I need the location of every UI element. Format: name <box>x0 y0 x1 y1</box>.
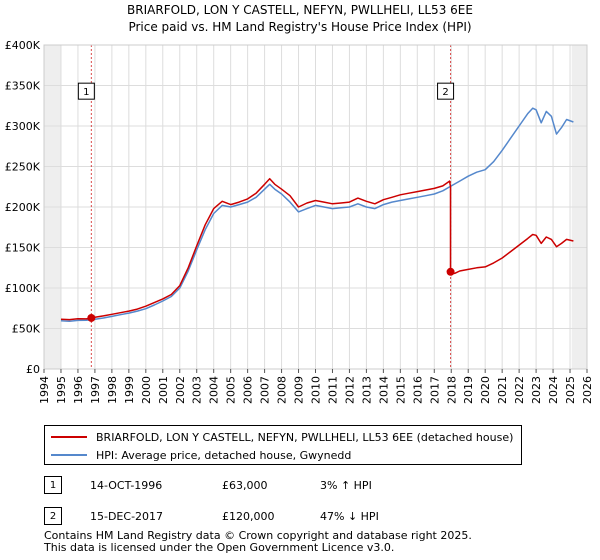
price-chart: BRIARFOLD, LON Y CASTELL, NEFYN, PWLLHEL… <box>5 3 594 404</box>
x-tick-label: 2000 <box>140 376 153 404</box>
x-tick-label: 2001 <box>157 376 170 404</box>
chart-subtitle: Price paid vs. HM Land Registry's House … <box>128 20 471 34</box>
x-tick-label: 2014 <box>377 376 390 404</box>
y-tick-label: £100K <box>5 282 41 295</box>
sale-hpi-change: 3% ↑ HPI <box>320 479 372 492</box>
sale-marker-number: 2 <box>442 87 448 98</box>
sale-date: 15-DEC-2017 <box>90 510 164 523</box>
legend-item-hpi: HPI: Average price, detached house, Gwyn… <box>51 447 351 463</box>
x-tick-label: 2013 <box>360 376 373 404</box>
x-tick-label: 2015 <box>394 376 407 404</box>
y-tick-label: £300K <box>5 120 41 133</box>
footer: Contains HM Land Registry data © Crown c… <box>44 530 472 554</box>
x-tick-label: 2002 <box>174 376 187 404</box>
y-tick-label: £50K <box>12 323 41 336</box>
sale-marker-label: 1 <box>77 82 95 100</box>
sale-row: 1 14-OCT-1996 £63,000 3% ↑ HPI <box>44 476 404 496</box>
y-tick-label: £150K <box>5 242 41 255</box>
sale-row: 2 15-DEC-2017 £120,000 47% ↓ HPI <box>44 507 404 527</box>
x-tick-label: 2017 <box>428 376 441 404</box>
y-tick-label: £400K <box>5 39 41 52</box>
series-line-hpi <box>60 107 574 322</box>
legend-item-property: BRIARFOLD, LON Y CASTELL, NEFYN, PWLLHEL… <box>51 429 513 445</box>
legend-label-property: BRIARFOLD, LON Y CASTELL, NEFYN, PWLLHEL… <box>96 430 514 444</box>
sale-point <box>87 313 96 322</box>
x-tick-label: 2009 <box>293 376 306 404</box>
x-tick-label: 2023 <box>530 376 543 404</box>
sale-marker-label: 2 <box>437 82 455 100</box>
y-tick-label: £0 <box>26 363 40 376</box>
legend-label-hpi: HPI: Average price, detached house, Gwyn… <box>96 448 352 462</box>
x-tick-label: 2026 <box>581 376 594 404</box>
sale-id-badge: 2 <box>44 507 62 525</box>
y-tick-label: £250K <box>5 161 41 174</box>
x-tick-label: 2021 <box>496 376 509 404</box>
x-tick-label: 2024 <box>547 376 560 404</box>
legend-swatch-property <box>51 436 87 438</box>
sale-id-badge: 1 <box>44 476 62 494</box>
x-tick-label: 2011 <box>326 376 339 404</box>
x-tick-label: 2012 <box>343 376 356 404</box>
y-tick-label: £200K <box>5 201 41 214</box>
footer-copyright: Contains HM Land Registry data © Crown c… <box>44 529 472 542</box>
x-tick-label: 2004 <box>208 376 221 404</box>
x-tick-label: 2005 <box>225 376 238 404</box>
sale-point <box>446 267 455 276</box>
x-tick-label: 2008 <box>276 376 289 404</box>
x-tick-label: 2019 <box>462 376 475 404</box>
y-tick-label: £350K <box>5 80 41 93</box>
legend-swatch-hpi <box>51 454 87 456</box>
x-tick-label: 1997 <box>89 376 102 404</box>
x-tick-label: 2003 <box>191 376 204 404</box>
x-tick-label: 2006 <box>242 376 255 404</box>
x-tick-label: 1994 <box>38 376 51 404</box>
x-tick-label: 1996 <box>72 376 85 404</box>
x-tick-label: 1998 <box>106 376 119 404</box>
sale-price: £63,000 <box>222 479 268 492</box>
x-tick-label: 2020 <box>479 376 492 404</box>
x-tick-label: 2007 <box>259 376 272 404</box>
x-tick-label: 2022 <box>513 376 526 404</box>
sale-date: 14-OCT-1996 <box>90 479 163 492</box>
chart-title: BRIARFOLD, LON Y CASTELL, NEFYN, PWLLHEL… <box>127 3 473 17</box>
x-tick-label: 1995 <box>55 376 68 404</box>
x-tick-label: 1999 <box>123 376 136 404</box>
sale-price: £120,000 <box>222 510 275 523</box>
legend: BRIARFOLD, LON Y CASTELL, NEFYN, PWLLHEL… <box>44 425 522 465</box>
sale-marker-number: 1 <box>83 87 89 98</box>
sale-marker-box <box>437 82 455 100</box>
x-tick-label: 2016 <box>411 376 424 404</box>
sale-marker-box <box>77 82 95 100</box>
sale-hpi-change: 47% ↓ HPI <box>320 510 379 523</box>
x-tick-label: 2018 <box>445 376 458 404</box>
footer-licence: This data is licensed under the Open Gov… <box>44 541 395 554</box>
x-tick-label: 2010 <box>310 376 323 404</box>
series-line-property <box>60 177 574 321</box>
x-tick-label: 2025 <box>564 376 577 404</box>
